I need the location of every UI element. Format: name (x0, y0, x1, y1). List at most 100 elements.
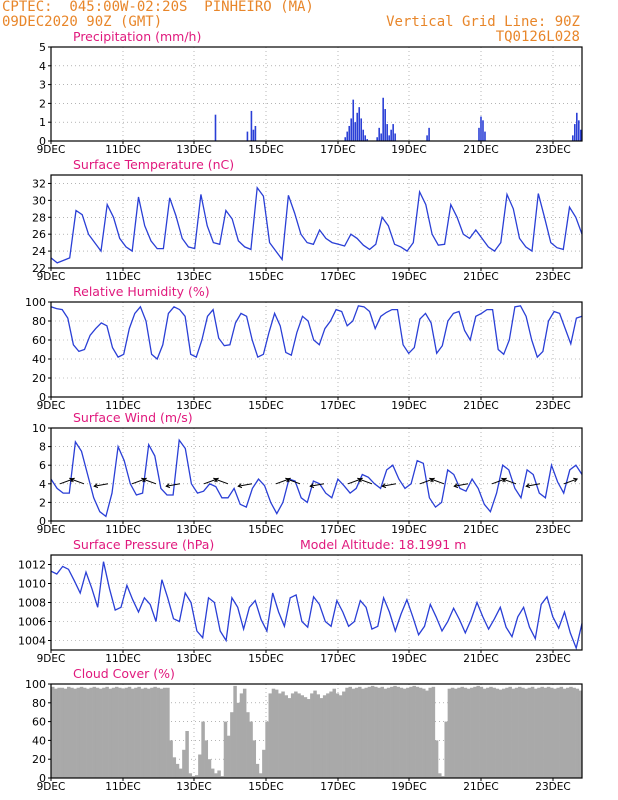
wind-arrow-head (237, 483, 243, 489)
x-tick-label: 13DEC (176, 271, 211, 283)
cloud-bar (447, 688, 452, 778)
cloud-bar (191, 776, 196, 778)
cloud-bar (73, 688, 77, 778)
cloud-bar (530, 686, 535, 778)
cloud-bar (482, 688, 487, 778)
wind-arrows (59, 477, 579, 489)
cloud-bar (540, 686, 544, 778)
x-tick-label: 11DEC (105, 524, 140, 536)
cloud-bar (111, 687, 116, 778)
precip-bar (354, 122, 357, 141)
precip-bar (346, 131, 349, 141)
wind-arrow-head (309, 483, 315, 489)
cloud-bar (214, 773, 218, 778)
cloud-bar (194, 775, 199, 778)
y-tick-label: 60 (32, 716, 46, 729)
cloud-bar (505, 687, 509, 778)
cloud-bar (370, 685, 375, 778)
cloud-bar (153, 686, 157, 778)
cloud-bar (54, 688, 58, 778)
x-tick-label: 21DEC (463, 524, 498, 536)
x-tick-label: 11DEC (105, 400, 140, 412)
cloud-bar (95, 687, 100, 778)
wind-arrow-head (93, 483, 99, 489)
cloud-bar (108, 688, 113, 778)
precip-bar (376, 137, 378, 141)
cloud-bar (210, 768, 215, 778)
cloud-bar (492, 687, 496, 778)
cloud-bar (70, 687, 74, 778)
panel-title: Surface Pressure (hPa) (73, 537, 214, 552)
cloud-bar (86, 688, 90, 778)
cloud-bar (313, 690, 317, 778)
cloud-bar (364, 687, 368, 778)
x-tick-label: 9DEC (37, 524, 66, 536)
wind-arrow (358, 478, 373, 485)
precip-bar (364, 135, 367, 141)
cloud-bar (527, 687, 532, 778)
y-tick-label: 100 (25, 296, 46, 309)
y-tick-label: 2 (39, 496, 46, 509)
cloud-bar (127, 686, 132, 778)
cloud-bar (428, 687, 432, 778)
panel-1: 22 24 26 28 30 32 9DEC 11DEC 13DEC 15DEC 17DEC 19DE… (32, 157, 583, 283)
cloud-bar (66, 686, 71, 778)
y-tick-label: 32 (32, 177, 46, 190)
cloud-bar (290, 693, 295, 778)
x-tick-label: 21DEC (463, 144, 498, 156)
cloud-bar (217, 770, 221, 778)
cloud-bar (457, 687, 461, 778)
x-tick-label: 17DEC (320, 400, 355, 412)
precip-bar (392, 124, 394, 141)
cloud-bar (274, 689, 279, 778)
cloud-bar (226, 735, 231, 778)
cloud-bar (425, 690, 429, 778)
y-tick-label: 4 (39, 60, 46, 73)
cloud-bar (393, 685, 397, 778)
x-tick-label: 13DEC (176, 400, 211, 412)
panel-title: Surface Wind (m/s) (73, 410, 193, 425)
cloud-bar (502, 688, 506, 778)
x-tick-label: 9DEC (37, 271, 66, 283)
x-tick-label: 17DEC (320, 524, 355, 536)
cloud-bar (489, 686, 493, 778)
plot-frame (50, 427, 583, 522)
x-tick-label: 11DEC (105, 781, 140, 793)
x-tick-label: 13DEC (176, 653, 211, 665)
y-tick-label: 60 (32, 334, 46, 347)
cloud-bar (188, 773, 193, 778)
cloud-bar (201, 721, 205, 778)
x-tick-label: 11DEC (105, 653, 140, 665)
y-tick-label: 1 (39, 116, 46, 129)
y-tick-label: 2 (39, 97, 46, 110)
cloud-bar (562, 688, 567, 778)
precip-bar (388, 135, 390, 141)
x-tick-label: 15DEC (248, 271, 283, 283)
x-tick-label: 21DEC (463, 781, 498, 793)
x-tick-label: 21DEC (463, 400, 498, 412)
precip-bar (478, 127, 480, 141)
wind-arrow-head (285, 477, 291, 483)
precip-bar (358, 107, 361, 141)
cloud-bar (60, 687, 65, 778)
y-tick-label: 3 (39, 79, 46, 92)
cloud-bar (258, 773, 263, 778)
precip-bar (214, 114, 217, 141)
wind-arrow (502, 478, 517, 485)
precip-bar (390, 129, 392, 141)
x-tick-label: 11DEC (105, 144, 140, 156)
x-tick-label: 21DEC (463, 271, 498, 283)
cloud-bar (124, 687, 129, 778)
plot-frame (50, 301, 583, 398)
precip-bar (578, 120, 580, 141)
cloud-bar (172, 757, 177, 778)
wind-arrow-head (69, 477, 75, 483)
series-line (50, 305, 583, 361)
cloud-bar (409, 686, 413, 778)
x-tick-label: 17DEC (320, 781, 355, 793)
precip-bar (250, 110, 253, 141)
wind-arrow-head (525, 483, 531, 489)
y-tick-label: 10 (32, 422, 46, 435)
cloud-bar (550, 687, 554, 778)
